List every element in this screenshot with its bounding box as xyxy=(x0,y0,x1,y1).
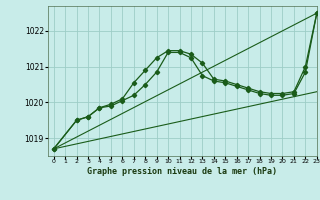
X-axis label: Graphe pression niveau de la mer (hPa): Graphe pression niveau de la mer (hPa) xyxy=(87,167,277,176)
